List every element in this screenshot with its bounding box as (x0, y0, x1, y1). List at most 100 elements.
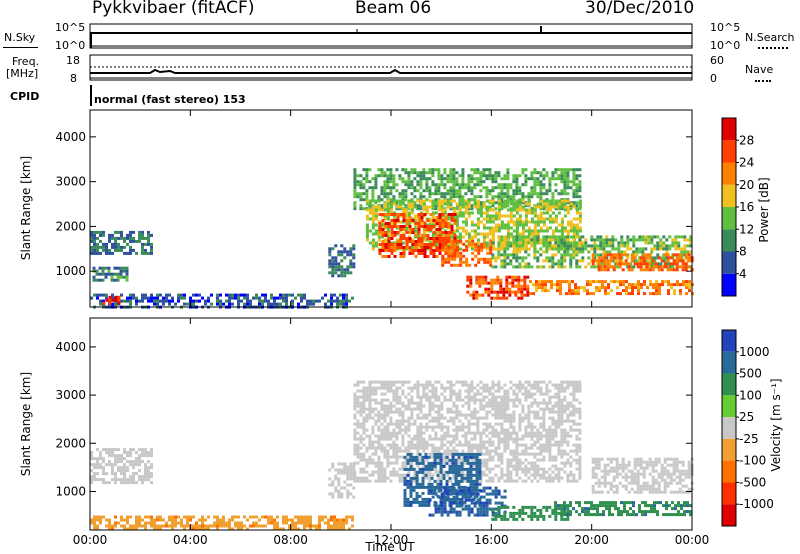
velocity-echo-cell (386, 434, 390, 438)
power-echo-cell (346, 250, 350, 254)
power-echo-cell (102, 245, 105, 249)
power-echo-cell (578, 259, 582, 263)
power-echo-cell (515, 202, 519, 206)
power-echo-cell (399, 213, 403, 216)
power-echo-cell (488, 229, 492, 233)
power-echo-cell (598, 280, 601, 284)
velocity-echo-cell (288, 518, 291, 522)
velocity-echo-cell (413, 434, 417, 438)
power-echo-cell (120, 230, 123, 234)
power-echo-cell (455, 180, 459, 184)
velocity-echo-cell (431, 449, 435, 453)
velocity-echo-cell (434, 389, 438, 393)
velocity-echo-cell (527, 404, 531, 408)
power-echo-cell (129, 251, 132, 255)
power-echo-cell (559, 286, 562, 290)
velocity-echo-cell (533, 383, 537, 387)
power-echo-cell (404, 168, 408, 172)
power-echo-cell (515, 223, 519, 227)
power-echo-cell (499, 281, 503, 285)
velocity-echo-cell (485, 458, 489, 462)
power-echo-cell (98, 278, 102, 282)
power-echo-cell (632, 244, 636, 248)
power-echo-cell (96, 236, 99, 240)
power-echo-cell (352, 247, 356, 251)
velocity-echo-cell (437, 425, 441, 429)
power-echo-cell (533, 244, 537, 248)
velocity-echo-cell (494, 389, 498, 393)
power-echo-cell (101, 278, 105, 282)
velocity-echo-cell (413, 473, 417, 477)
power-echo-cell (470, 186, 474, 190)
velocity-echo-cell (318, 527, 321, 531)
velocity-echo-cell (497, 380, 501, 384)
power-echo-cell (631, 286, 634, 290)
power-echo-cell (500, 202, 504, 206)
velocity-echo-cell (234, 515, 237, 519)
power-echo-cell (554, 207, 558, 211)
power-echo-cell (398, 177, 402, 181)
power-echo-cell (417, 222, 421, 225)
power-echo-cell (389, 168, 393, 172)
velocity-echo-cell (419, 407, 423, 411)
power-echo-cell (441, 231, 445, 234)
velocity-echo-cell (398, 419, 402, 423)
power-echo-cell (505, 281, 509, 285)
velocity-echo-cell (431, 389, 435, 393)
power-echo-cell (656, 262, 660, 266)
velocity-echo-cell (138, 475, 141, 479)
power-echo-cell (467, 205, 471, 209)
velocity-echo-cell (503, 392, 507, 396)
velocity-echo-cell (428, 389, 432, 393)
power-echo-cell (499, 284, 503, 288)
velocity-echo-cell (524, 398, 528, 402)
power-echo-cell (93, 248, 96, 252)
velocity-echo-cell (327, 518, 330, 522)
velocity-echo-cell (485, 440, 489, 444)
power-echo-cell (392, 202, 396, 206)
velocity-echo-cell (434, 410, 438, 414)
velocity-echo-cell (117, 521, 120, 525)
power-echo-cell (491, 214, 495, 218)
power-echo-cell (569, 244, 573, 248)
velocity-echo-cell (147, 454, 150, 458)
velocity-echo-cell (455, 380, 459, 384)
velocity-echo-cell (503, 410, 507, 414)
velocity-echo-cell (434, 416, 438, 420)
power-echo-cell (402, 237, 406, 240)
power-echo-cell (101, 269, 105, 273)
power-echo-cell (681, 265, 685, 269)
power-echo-cell (331, 259, 335, 263)
velocity-echo-cell (479, 449, 483, 453)
power-echo-cell (663, 265, 667, 269)
velocity-echo-cell (120, 472, 123, 476)
velocity-echo-cell (530, 437, 534, 441)
power-echo-cell (129, 233, 132, 237)
power-echo-cell (536, 223, 540, 227)
velocity-echo-cell (159, 527, 162, 531)
velocity-echo-cell (126, 460, 129, 464)
power-echo-cell (402, 228, 406, 231)
velocity-echo-cell (138, 448, 141, 452)
velocity-echo-cell (449, 434, 453, 438)
velocity-echo-cell (359, 458, 363, 462)
power-echo-cell (386, 229, 390, 233)
power-echo-cell (270, 293, 273, 297)
power-echo-cell (489, 251, 493, 255)
velocity-echo-cell (353, 452, 357, 456)
power-echo-cell (490, 284, 494, 288)
velocity-echo-cell (410, 413, 414, 417)
power-echo-cell (515, 189, 519, 193)
power-echo-cell (586, 280, 589, 284)
velocity-echo-cell (380, 422, 384, 426)
power-echo-cell (487, 290, 491, 294)
velocity-echo-cell (416, 401, 420, 405)
power-echo-region (441, 239, 493, 267)
power-echo-cell (466, 290, 470, 294)
velocity-echo-cell (395, 398, 399, 402)
power-echo-cell (387, 222, 391, 225)
velocity-echo-cell (111, 472, 114, 476)
velocity-echo-cell (437, 449, 441, 453)
velocity-echo-cell (473, 443, 477, 447)
velocity-echo-cell (337, 495, 341, 499)
